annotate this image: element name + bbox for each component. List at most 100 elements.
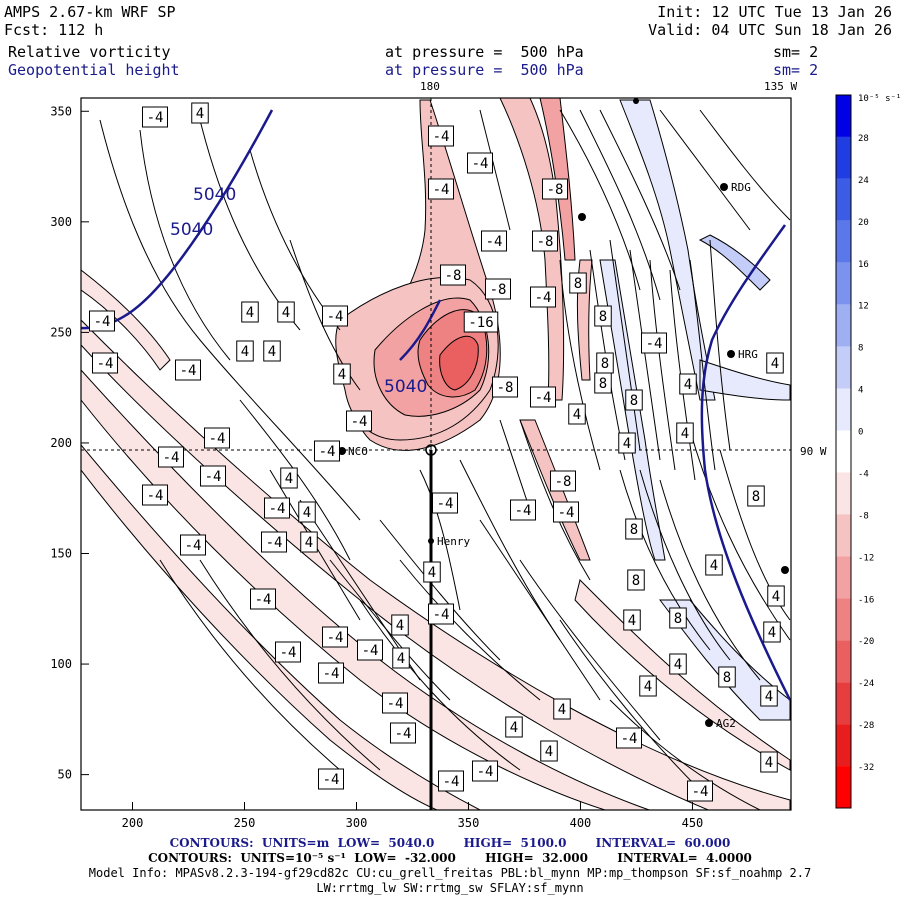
- colorbar-tick-label: 28: [858, 134, 869, 144]
- contour-label-box: [763, 621, 781, 643]
- contour-label: 4: [241, 344, 249, 360]
- contour-label-box: [472, 760, 498, 782]
- contour-label: -16: [468, 315, 493, 331]
- contour-label-box: [333, 363, 351, 385]
- contour-label-box: [492, 376, 518, 398]
- field2-name: Geopotential height: [8, 61, 180, 79]
- contour-label: 4: [628, 613, 636, 629]
- field2-smooth: sm= 2: [773, 61, 819, 79]
- colorbar-swatch: [836, 514, 851, 557]
- contour-label-box: [357, 639, 383, 661]
- footer-model-info: Model Info: MPASv8.2.3-194-gf29cd82c CU:…: [88, 866, 812, 880]
- colorbar-tick-label: -32: [858, 763, 874, 773]
- contour-label: -4: [472, 156, 489, 172]
- contour-label-box: [322, 626, 348, 648]
- y-tick-label: 150: [50, 547, 72, 561]
- contour-label: -4: [163, 450, 180, 466]
- map-field: [81, 98, 791, 810]
- contour-label: -8: [445, 268, 462, 284]
- contour-label: 4: [285, 471, 293, 487]
- footer-physics-info: LW:rrtmg_lw SW:rrtmg_sw SFLAY:sf_mynn: [316, 881, 584, 895]
- colorbar-tick-label: -12: [858, 553, 874, 563]
- model-title: AMPS 2.67-km WRF SP: [4, 3, 176, 21]
- contour-label: 4: [772, 589, 780, 605]
- colorbar-tick-label: 8: [858, 344, 863, 354]
- contour-label: 4: [282, 305, 290, 321]
- colorbar-units: 10⁻⁵ s⁻¹: [858, 94, 900, 104]
- contour-label-box: [298, 501, 316, 523]
- colorbar-tick-label: -16: [858, 595, 874, 605]
- contour-label-box: [236, 340, 254, 362]
- contour-label: -8: [555, 474, 572, 490]
- station-dot-extra1: [578, 213, 586, 221]
- contour-label: 4: [684, 377, 692, 393]
- colorbar-swatch: [836, 682, 851, 725]
- x-tick-label: 200: [122, 816, 144, 830]
- contour-label: 4: [681, 426, 689, 442]
- y-tick-label: 50: [58, 768, 72, 782]
- contour-label: -8: [547, 182, 564, 198]
- contour-label-box: [568, 403, 586, 425]
- contour-label-box: [618, 432, 636, 454]
- contour-label-box: [627, 569, 645, 591]
- colorbar-tick-label: -8: [858, 511, 869, 521]
- contour-label-box: [481, 230, 507, 252]
- contour-label-box: [428, 178, 454, 200]
- colorbar: 28 24 20 16 12 8 4 0 -4 -8 -12 -16 -20 -24 -28 -32: [835, 94, 874, 809]
- init-time: Init: 12 UTC Tue 13 Jan 26: [657, 3, 892, 21]
- colorbar-tick-label: 12: [858, 302, 869, 312]
- contour-label-box: [263, 340, 281, 362]
- contour-label-box: [264, 497, 290, 519]
- contour-label: -4: [433, 182, 450, 198]
- contour-label: -4: [266, 535, 283, 551]
- contour-label: -4: [319, 444, 336, 460]
- contour-label: -4: [433, 607, 450, 623]
- x-tick-label: 250: [234, 816, 256, 830]
- contour-label-box: [204, 427, 230, 449]
- contour-label: -4: [327, 309, 344, 325]
- contour-label: 4: [765, 755, 773, 771]
- contour-label-box: [463, 311, 499, 333]
- contour-label-box: [142, 106, 168, 128]
- contour-label: -4: [269, 501, 286, 517]
- contour-label-box: [705, 554, 723, 576]
- colorbar-tick-label: 16: [858, 260, 869, 270]
- forecast-hour: Fcst: 112 h: [4, 21, 104, 39]
- contour-label: 4: [674, 657, 682, 673]
- colorbar-tick-label: -28: [858, 721, 874, 731]
- contour-label: -4: [362, 643, 379, 659]
- contour-label: 4: [303, 505, 311, 521]
- contour-label-box: [277, 301, 295, 323]
- contour-label-box: [318, 662, 344, 684]
- contour-label-box: [542, 178, 568, 200]
- contour-label-box: [676, 422, 694, 444]
- contour-label-box: [530, 386, 556, 408]
- colorbar-swatch: [836, 304, 851, 347]
- contour-label-box: [679, 373, 697, 395]
- contour-label-box: [669, 607, 687, 629]
- colorbar-swatch: [836, 136, 851, 179]
- contour-label: -4: [437, 496, 454, 512]
- colorbar-swatch: [836, 178, 851, 221]
- colorbar-swatch: [836, 640, 851, 683]
- station-label-ag2: AG2: [716, 717, 736, 730]
- contour-label: 8: [601, 356, 609, 372]
- field2-level: at pressure = 500 hPa: [385, 61, 584, 79]
- contour-label: -4: [147, 110, 164, 126]
- contour-label-box: [392, 647, 410, 669]
- colorbar-swatch: [836, 766, 851, 808]
- valid-time: Valid: 04 UTC Sun 18 Jan 26: [648, 21, 892, 39]
- field1-level: at pressure = 500 hPa: [385, 43, 584, 61]
- contour-label: -4: [621, 731, 638, 747]
- station-dot-ag2: [705, 719, 713, 727]
- contour-label-box: [280, 467, 298, 489]
- contour-label: -4: [558, 505, 575, 521]
- contour-label: -4: [180, 363, 197, 379]
- contour-label-box: [641, 332, 667, 354]
- contour-label: -4: [351, 414, 368, 430]
- contour-label: 4: [246, 305, 254, 321]
- colorbar-swatch: [836, 95, 851, 137]
- contour-label: 4: [573, 407, 581, 423]
- contour-label: 8: [674, 611, 682, 627]
